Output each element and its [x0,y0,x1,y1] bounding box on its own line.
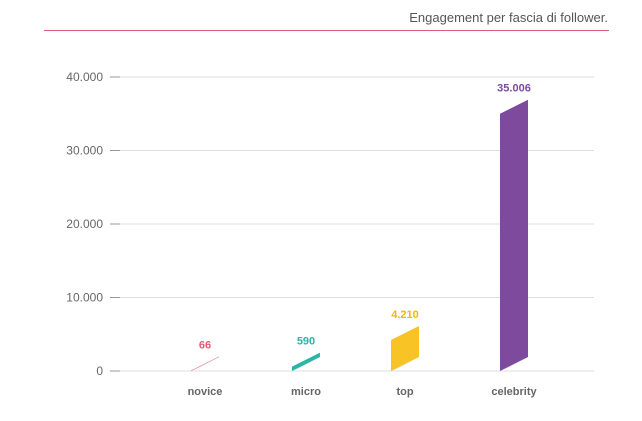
bar-top [391,326,419,371]
value-label-celebrity: 35.006 [497,83,531,95]
chart-title: Engagement per fascia di follower. [409,10,608,25]
bar-shadow [191,353,229,371]
y-tick-label: 40.000 [66,70,103,84]
category-label-celebrity: celebrity [491,386,537,398]
y-tick-label: 10.000 [66,291,103,305]
title-rule [44,30,609,31]
bar-novice [191,356,219,371]
bar-shadow [292,353,330,371]
value-label-micro: 590 [297,336,315,348]
value-label-novice: 66 [199,340,211,352]
y-tick-label: 30.000 [66,144,103,158]
bar-micro [292,352,320,371]
category-label-top: top [396,386,413,398]
bar-shadow [391,353,429,371]
bar-celebrity [500,99,528,371]
y-tick-label: 0 [96,364,103,378]
category-label-novice: novice [188,386,223,398]
category-label-micro: micro [291,386,321,398]
bar-shadow [500,353,538,371]
y-tick-label: 20.000 [66,217,103,231]
value-label-top: 4.210 [391,309,419,321]
